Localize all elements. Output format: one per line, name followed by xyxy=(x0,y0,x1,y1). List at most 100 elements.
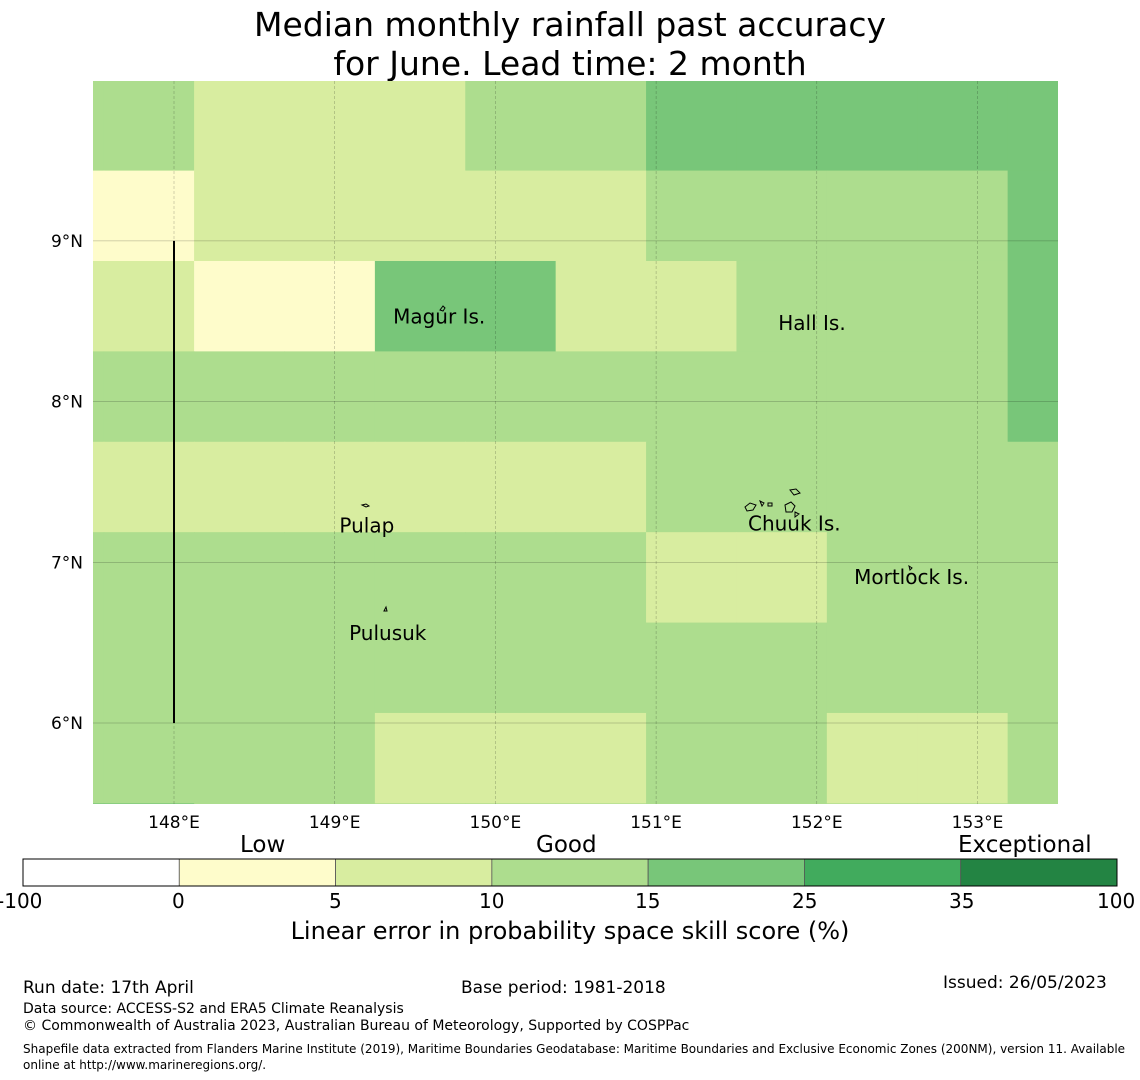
grid-cell xyxy=(555,81,647,172)
grid-cell xyxy=(194,81,286,172)
chuuk-island-outline xyxy=(744,488,801,518)
grid-cell xyxy=(1098,442,1140,533)
latitude-tick-label: 7°N xyxy=(51,553,83,573)
grid-cell xyxy=(103,260,195,352)
grid-cell xyxy=(1007,532,1058,624)
colorbar-tick: 35 xyxy=(949,889,975,913)
data-source: Data source: ACCESS-S2 and ERA5 Climate … xyxy=(23,1001,404,1017)
latitude-tick-label: 9°N xyxy=(51,232,83,252)
grid-cell xyxy=(646,803,738,804)
grid-cell xyxy=(465,441,557,533)
grid-cell xyxy=(826,351,918,443)
grid-cell xyxy=(103,81,195,172)
grid-cell xyxy=(1098,713,1140,804)
colorbar-tick: 25 xyxy=(792,889,818,913)
grid-cell xyxy=(93,260,105,352)
grid-cell xyxy=(555,803,647,804)
grid-cell xyxy=(1007,351,1058,443)
grid-cell xyxy=(194,441,286,533)
grid-cell xyxy=(736,441,828,533)
grid-cell xyxy=(194,351,286,443)
grid-cell xyxy=(555,170,647,262)
grid-cell xyxy=(93,622,105,714)
run-date: Run date: 17th April xyxy=(23,978,194,998)
grid-cell xyxy=(646,81,738,172)
colorbar-swatch xyxy=(178,858,336,887)
copyright: © Commonwealth of Australia 2023, Austra… xyxy=(23,1018,690,1034)
grid-cell xyxy=(1098,261,1140,352)
issued-date: Issued: 26/05/2023 xyxy=(943,973,1107,993)
longitude-tick-label: 153°E xyxy=(952,813,1004,833)
colorbar-swatch xyxy=(960,858,1118,887)
grid-cell xyxy=(1098,351,1140,442)
grid-cell xyxy=(1007,712,1058,804)
grid-cell xyxy=(1098,803,1140,860)
grid-cell xyxy=(826,81,918,172)
grid-cell xyxy=(646,170,738,262)
grid-cell xyxy=(93,803,105,804)
longitude-tick-label: 151°E xyxy=(630,813,682,833)
colorbar-frame xyxy=(22,858,1118,887)
grid-cell xyxy=(194,170,286,262)
grid-cell xyxy=(917,351,1009,443)
grid-cell xyxy=(374,441,466,533)
grid-cell xyxy=(194,622,286,714)
grid-cell xyxy=(917,441,1009,533)
grid-cell xyxy=(1098,623,1140,714)
place-label: Chuuk Is. xyxy=(748,512,841,536)
grid-cell xyxy=(284,532,376,624)
mortlock-island-outline xyxy=(908,564,913,571)
grid-cell xyxy=(103,351,195,443)
grid-cell xyxy=(826,803,918,804)
grid-cell xyxy=(374,81,466,172)
base-period: Base period: 1981-2018 xyxy=(461,978,666,998)
grid-cell xyxy=(555,441,647,533)
shapefile-credit: Shapefile data extracted from Flanders M… xyxy=(23,1042,1126,1072)
grid-cell xyxy=(917,260,1009,352)
grid-cell xyxy=(194,532,286,624)
grid-cell xyxy=(555,260,647,352)
colorbar-swatch xyxy=(647,858,805,887)
colorbar-swatch xyxy=(804,858,962,887)
colorbar-swatch xyxy=(491,858,649,887)
longitude-tick-label: 150°E xyxy=(470,813,522,833)
grid-cell xyxy=(465,712,557,804)
grid-cell xyxy=(736,81,828,172)
grid-cell xyxy=(194,803,286,804)
map-cells xyxy=(93,81,1140,860)
grid-cell xyxy=(736,622,828,714)
grid-cell xyxy=(374,803,466,804)
grid-cell xyxy=(103,622,195,714)
grid-cell xyxy=(917,712,1009,804)
colorbar-tick: 5 xyxy=(329,889,342,913)
grid-cell xyxy=(646,441,738,533)
grid-cell xyxy=(374,351,466,443)
grid-cell xyxy=(103,532,195,624)
pulap-island-outline xyxy=(360,503,371,508)
grid-cell xyxy=(826,622,918,714)
grid-cell xyxy=(465,532,557,624)
grid-cell xyxy=(284,351,376,443)
grid-cell xyxy=(1007,622,1058,714)
legend-label-good: Good xyxy=(536,832,597,858)
grid-cell xyxy=(374,712,466,804)
grid-cell xyxy=(555,351,647,443)
colorbar-tick: 0 xyxy=(172,889,185,913)
grid-cell xyxy=(103,803,195,804)
skill-score-map: 148°E 149°E 150°E 151°E 152°E 153°E 6°N 7°N 8°N 9… xyxy=(51,81,1140,860)
grid-cell xyxy=(374,532,466,624)
grid-cell xyxy=(284,803,376,804)
grid-cell xyxy=(917,81,1009,172)
colorbar-swatch xyxy=(335,858,493,887)
grid-cell xyxy=(826,712,918,804)
grid-cell xyxy=(1007,441,1058,533)
grid-cell xyxy=(93,170,105,262)
colorbar-tick: -100 xyxy=(0,889,43,913)
place-label: Mortlock Is. xyxy=(854,565,969,589)
grid-cell xyxy=(465,351,557,443)
grid-cell xyxy=(465,260,557,352)
grid-cell xyxy=(1007,170,1058,262)
grid-cell xyxy=(465,81,557,172)
colorbar-tick: 10 xyxy=(479,889,505,913)
grid-cell xyxy=(736,712,828,804)
